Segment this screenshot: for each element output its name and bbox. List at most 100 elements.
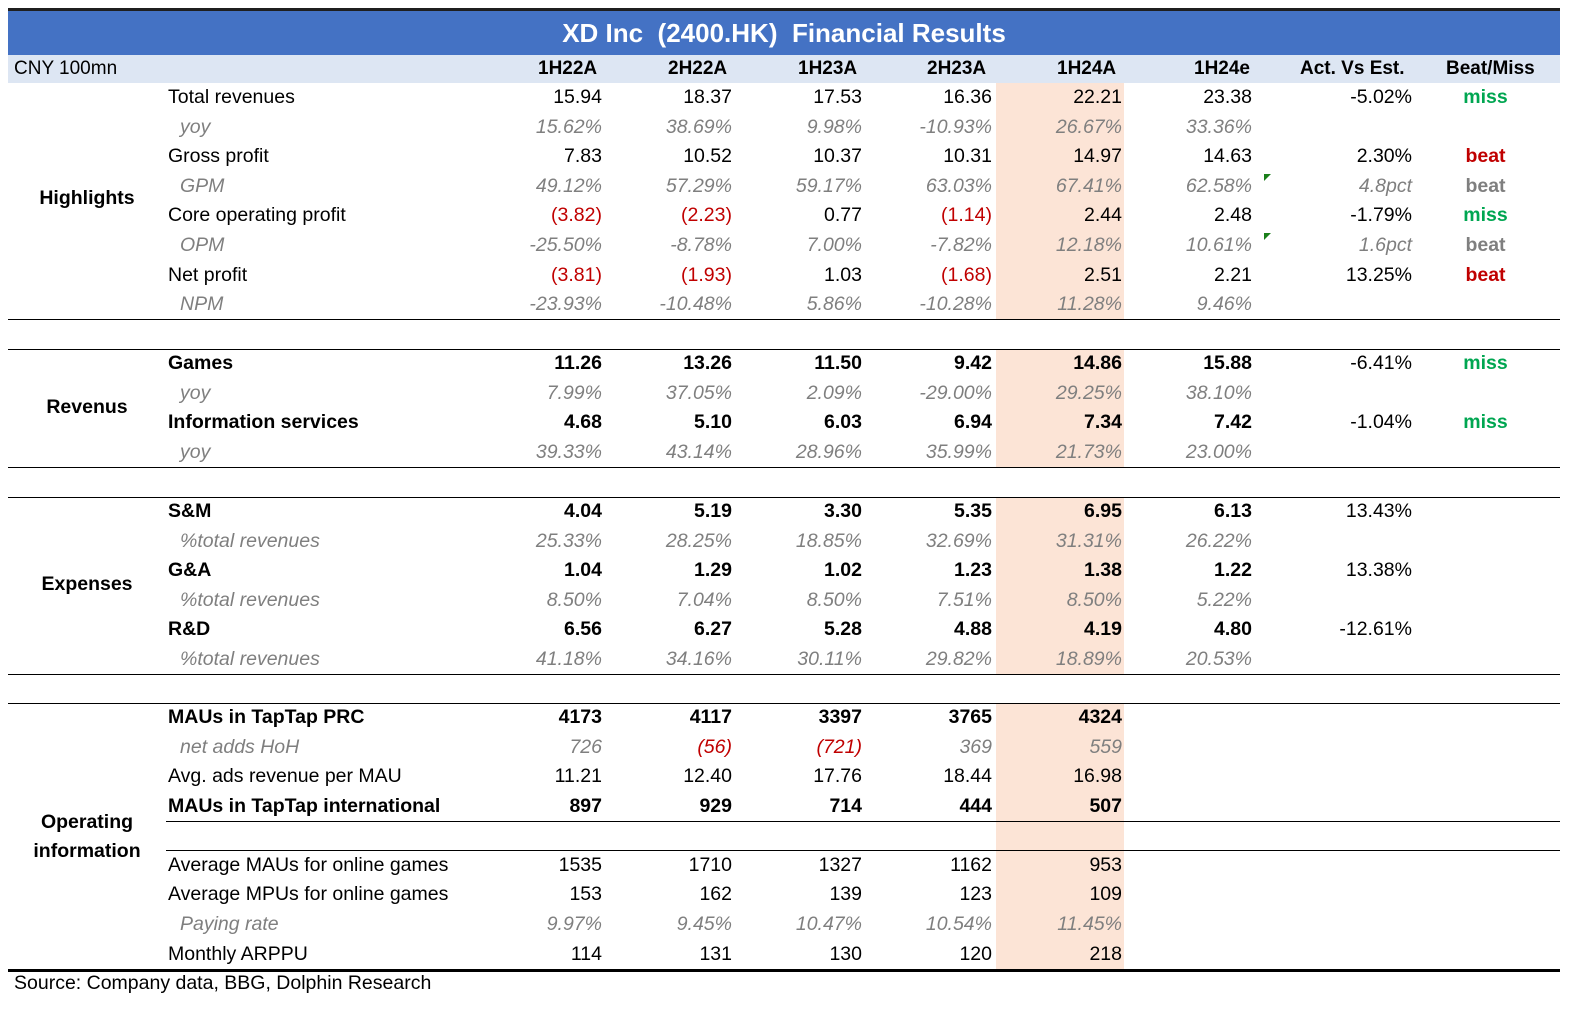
- cell: 14.97: [1073, 145, 1122, 168]
- cell: 49.12%: [535, 174, 602, 197]
- table-row: yoy 7.99% 37.05% 2.09% -29.00% 29.25% 38…: [8, 379, 1560, 409]
- table-row: Net profit (3.81) (1.93) 1.03 (1.68) 2.5…: [8, 261, 1560, 291]
- table-row: MAUs in TapTap international 897 929 714…: [8, 792, 1560, 822]
- cell: 41.18%: [535, 648, 602, 670]
- highlight-band: [996, 497, 1124, 674]
- cell-diff: -1.04%: [1350, 411, 1412, 434]
- cell: 23.00%: [1185, 440, 1252, 463]
- table-row: S&M 4.04 5.19 3.30 5.35 6.95 6.13 13.43%: [8, 497, 1560, 527]
- cell: 2.44: [1084, 204, 1122, 227]
- cell: 109: [1089, 883, 1122, 906]
- cell: 34.16%: [665, 648, 732, 670]
- cell: 1.38: [1084, 559, 1122, 582]
- cell: 12.40: [683, 765, 732, 788]
- highlight-band: [996, 83, 1124, 319]
- col-header: Act. Vs Est.: [1300, 58, 1405, 79]
- cell: 10.61%: [1185, 234, 1252, 256]
- cell: 4.68: [564, 411, 602, 434]
- row-label: Paying rate: [180, 912, 279, 935]
- cell: 10.52: [683, 145, 732, 168]
- row-label: Average MAUs for online games: [168, 853, 449, 876]
- cell: 3.30: [824, 500, 862, 522]
- table-row: Information services 4.68 5.10 6.03 6.94…: [8, 408, 1560, 438]
- cell: 2.09%: [806, 381, 862, 404]
- status-badge: beat: [1465, 234, 1506, 256]
- cell: 6.27: [694, 618, 732, 641]
- section-revenue: Revenus: [46, 396, 128, 418]
- table-row: G&A 1.04 1.29 1.02 1.23 1.38 1.22 13.38%: [8, 556, 1560, 586]
- col-header: 2H22A: [668, 58, 728, 79]
- cell: 123: [959, 883, 992, 906]
- cell: 15.94: [553, 86, 602, 108]
- col-header: 2H23A: [927, 58, 987, 79]
- table-row: yoy 15.62% 38.69% 9.98% -10.93% 26.67% 3…: [8, 113, 1560, 143]
- divider: [8, 969, 1560, 972]
- cell: 21.73%: [1055, 440, 1122, 463]
- table-row: NPM -23.93% -10.48% 5.86% -10.28% 11.28%…: [8, 290, 1560, 320]
- cell: 32.69%: [925, 529, 992, 552]
- cell: 35.99%: [925, 440, 992, 463]
- section-expenses: Expenses: [41, 573, 133, 595]
- cell-diff: -12.61%: [1339, 618, 1412, 641]
- divider: [8, 349, 1560, 350]
- cell: 12.18%: [1055, 234, 1122, 256]
- cell: 26.22%: [1185, 529, 1252, 552]
- row-label: OPM: [180, 234, 225, 256]
- row-label: %total revenues: [180, 529, 320, 552]
- row-label: R&D: [168, 618, 211, 641]
- cell: 7.04%: [676, 588, 732, 611]
- cell: 18.37: [683, 86, 732, 108]
- cell: 7.83: [564, 145, 602, 168]
- cell: (3.82): [551, 204, 602, 227]
- cell-diff: 13.43%: [1345, 500, 1412, 522]
- cell: 6.94: [954, 411, 992, 434]
- divider: [166, 850, 1560, 851]
- cell: 4.88: [954, 618, 992, 641]
- status-badge: beat: [1465, 145, 1506, 168]
- cell: 26.67%: [1055, 115, 1122, 138]
- cell: 39.33%: [535, 440, 602, 463]
- cell: 11.21: [554, 765, 602, 788]
- cell: 16.36: [943, 86, 992, 108]
- cell: 1162: [950, 853, 992, 876]
- cell: 18.85%: [795, 529, 862, 552]
- cell-diff: -5.02%: [1350, 86, 1412, 108]
- cell: 7.51%: [936, 588, 992, 611]
- row-label: S&M: [168, 500, 212, 522]
- status-badge: beat: [1465, 263, 1506, 286]
- cell: 153: [569, 883, 602, 906]
- cell: 13.26: [683, 352, 732, 374]
- cell: 2.51: [1084, 263, 1122, 286]
- cell: 29.25%: [1055, 381, 1122, 404]
- cell: 4324: [1078, 706, 1122, 728]
- cell: 369: [959, 735, 992, 758]
- table-row: %total revenues 8.50% 7.04% 8.50% 7.51% …: [8, 586, 1560, 616]
- cell: 114: [570, 943, 602, 965]
- cell: 130: [829, 943, 862, 965]
- cell: 2.21: [1214, 263, 1252, 286]
- cell: 10.47%: [795, 912, 862, 935]
- cell: 38.69%: [665, 115, 732, 138]
- cell: 9.42: [954, 352, 992, 374]
- cell: 1710: [688, 853, 732, 876]
- table-row: GPM 49.12% 57.29% 59.17% 63.03% 67.41% 6…: [8, 172, 1560, 202]
- cell: 33.36%: [1185, 115, 1252, 138]
- cell: 23.38: [1203, 86, 1252, 108]
- cell: 30.11%: [797, 648, 862, 670]
- cell: 5.86%: [806, 293, 862, 316]
- row-label: Average MPUs for online games: [168, 883, 449, 906]
- cell: 20.53%: [1185, 648, 1252, 670]
- cell: 63.03%: [925, 174, 992, 197]
- cell: 5.22%: [1196, 588, 1252, 611]
- table-row: yoy 39.33% 43.14% 28.96% 35.99% 21.73% 2…: [8, 438, 1560, 468]
- cell: 897: [569, 794, 602, 817]
- row-label: G&A: [168, 559, 212, 582]
- status-badge: beat: [1465, 174, 1506, 197]
- cell: 7.00%: [806, 234, 862, 256]
- cell: 17.76: [813, 765, 862, 788]
- row-label: Monthly ARPPU: [168, 943, 308, 965]
- cell: 11.26: [554, 352, 602, 374]
- cell: 120: [959, 943, 992, 965]
- cell: 43.14%: [665, 440, 732, 463]
- row-label: net adds HoH: [180, 735, 300, 758]
